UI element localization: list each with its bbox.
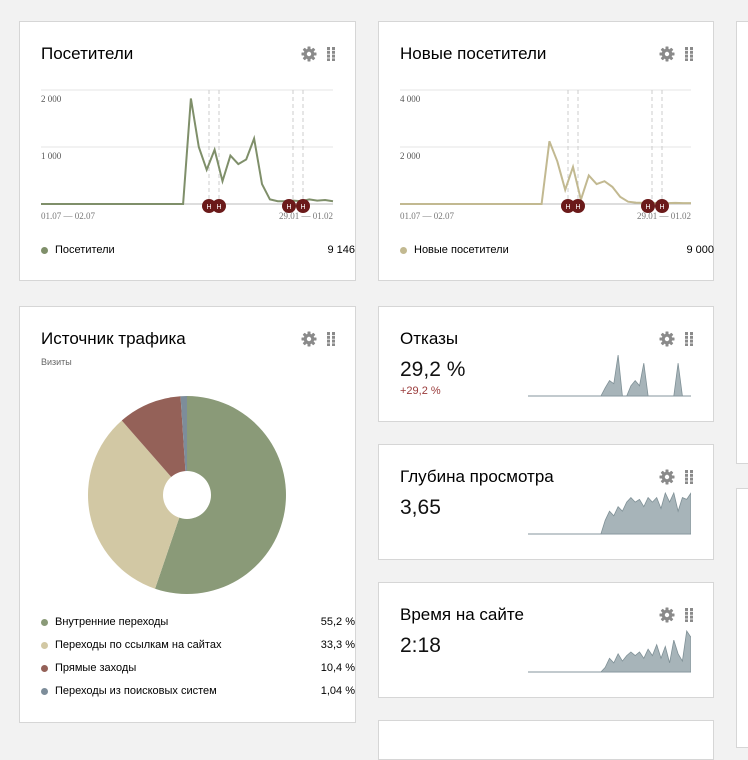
visitors-series-line — [41, 98, 334, 205]
depth-sparkline — [528, 491, 691, 535]
new-visitors-line-chart: 4 000 2 000 Н Н Н Н 01.07 — 02.07 29.01 … — [400, 89, 691, 221]
legend-value: 33,3 % — [320, 639, 355, 651]
new-visitors-series-line — [400, 140, 691, 205]
gear-icon[interactable] — [659, 46, 675, 62]
note-marker-icon[interactable]: Н — [282, 199, 296, 213]
marker-letter: Н — [565, 204, 570, 211]
legend-label: Новые посетители — [414, 244, 509, 256]
metric-value: 3,65 — [400, 496, 441, 519]
pie-slice[interactable] — [87, 420, 187, 589]
legend-value: 9 000 — [686, 244, 714, 256]
sparkline-area — [528, 354, 691, 397]
sparkline-area — [528, 629, 691, 673]
time-on-site-widget: Время на сайте 2:18 — [378, 582, 714, 698]
marker-letter: Н — [659, 204, 664, 211]
legend-label: Посетители — [55, 244, 115, 256]
widget-title: Источник трафика — [41, 329, 186, 348]
drag-handle-icon[interactable] — [685, 608, 693, 622]
legend-dot — [41, 664, 48, 672]
visitors-line-chart: 2 000 1 000 Н Н Н Н 01.07 — 02.07 29.01 … — [41, 89, 334, 221]
drag-handle-icon[interactable] — [685, 47, 693, 61]
note-marker-icon[interactable]: Н — [571, 199, 585, 213]
traffic-pie-chart — [87, 396, 286, 594]
gear-icon[interactable] — [659, 607, 675, 623]
legend-dot — [41, 641, 48, 649]
legend-item[interactable]: Новые посетители 9 000 — [400, 244, 714, 256]
gear-icon[interactable] — [301, 331, 317, 347]
gear-icon[interactable] — [659, 469, 675, 485]
metric-value: 2:18 — [400, 634, 441, 657]
legend-value: 55,2 % — [320, 616, 355, 628]
metric-value: 29,2 % — [400, 358, 466, 381]
marker-letter: Н — [645, 204, 650, 211]
legend-dot — [41, 246, 48, 254]
drag-handle-icon[interactable] — [685, 332, 693, 346]
legend-dot — [400, 246, 407, 254]
widget-title: Новые посетители — [400, 44, 547, 63]
note-marker-icon[interactable]: Н — [296, 199, 310, 213]
x-date-start: 01.07 — 02.07 — [400, 211, 455, 221]
legend-value: 10,4 % — [320, 662, 355, 674]
pie-center-hole — [163, 471, 211, 519]
marker-letter: Н — [300, 204, 305, 211]
drag-handle-icon[interactable] — [327, 332, 335, 346]
legend-item[interactable]: Внутренние переходы 55,2 % — [41, 616, 355, 628]
widget-title: Посетители — [41, 44, 134, 63]
y-tick-label: 4 000 — [400, 94, 421, 104]
legend-label: Внутренние переходы — [55, 616, 169, 628]
offscreen-widget — [378, 720, 714, 760]
y-tick-label: 2 000 — [41, 94, 62, 104]
gear-icon[interactable] — [301, 46, 317, 62]
x-date-end: 29.01 — 01.02 — [637, 211, 691, 221]
legend-item[interactable]: Переходы по ссылкам на сайтах 33,3 % — [41, 639, 355, 651]
marker-letter: Н — [206, 204, 211, 211]
widget-title: Время на сайте — [400, 605, 524, 624]
legend-label: Переходы по ссылкам на сайтах — [55, 639, 222, 651]
widget-title: Глубина просмотра — [400, 467, 554, 486]
y-tick-label: 1 000 — [41, 151, 62, 161]
pie-slice[interactable] — [180, 396, 187, 495]
new-visitors-widget: Новые посетители 4 000 2 000 Н Н Н Н 01.… — [378, 21, 714, 281]
legend-value: 1,04 % — [320, 685, 355, 697]
y-tick-label: 2 000 — [400, 151, 421, 161]
widget-subtitle: Визиты — [41, 357, 72, 367]
marker-letter: Н — [575, 204, 580, 211]
legend-item[interactable]: Переходы из поисковых систем 1,04 % — [41, 685, 355, 697]
drag-handle-icon[interactable] — [685, 470, 693, 484]
legend-dot — [41, 687, 48, 695]
bounce-sparkline — [528, 354, 691, 397]
note-marker-icon[interactable]: Н — [212, 199, 226, 213]
visitors-widget: Посетители 2 000 1 000 Н Н Н Н 01.07 — 0… — [19, 21, 356, 281]
marker-letter: Н — [216, 204, 221, 211]
note-marker-icon[interactable]: Н — [641, 199, 655, 213]
legend-item[interactable]: Посетители 9 146 — [41, 244, 355, 256]
legend-dot — [41, 618, 48, 626]
page-depth-widget: Глубина просмотра 3,65 — [378, 444, 714, 560]
marker-letter: Н — [286, 204, 291, 211]
metric-delta: +29,2 % — [400, 385, 441, 397]
pie-slice[interactable] — [121, 396, 187, 495]
legend-value: 9 146 — [327, 244, 355, 256]
offscreen-widget — [736, 488, 748, 748]
gear-icon[interactable] — [659, 331, 675, 347]
x-date-start: 01.07 — 02.07 — [41, 211, 96, 221]
note-marker-icon[interactable]: Н — [655, 199, 669, 213]
legend-label: Прямые заходы — [55, 662, 137, 674]
pie-slice[interactable] — [155, 396, 286, 594]
note-marker-icon[interactable]: Н — [202, 199, 216, 213]
bounce-rate-widget: Отказы 29,2 % +29,2 % — [378, 306, 714, 422]
drag-handle-icon[interactable] — [327, 47, 335, 61]
time-sparkline — [528, 629, 691, 673]
widget-title: Отказы — [400, 329, 459, 348]
x-date-end: 29.01 — 01.02 — [279, 211, 333, 221]
sparkline-area — [528, 491, 691, 535]
traffic-source-widget: Источник трафика Визиты Внутренние перех… — [19, 306, 356, 723]
offscreen-widget — [736, 21, 748, 464]
legend-label: Переходы из поисковых систем — [55, 685, 217, 697]
legend-item[interactable]: Прямые заходы 10,4 % — [41, 662, 355, 674]
note-marker-icon[interactable]: Н — [561, 199, 575, 213]
